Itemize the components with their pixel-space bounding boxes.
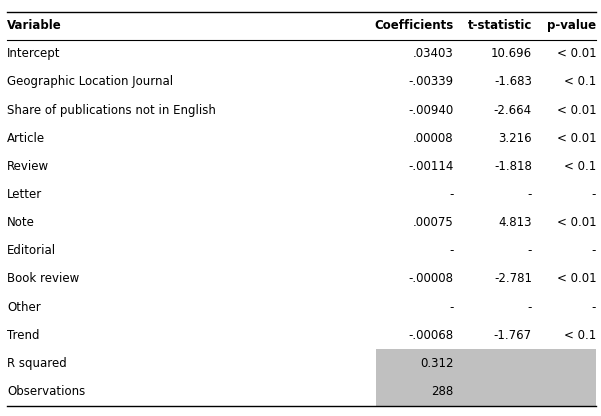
Text: -: -: [592, 188, 596, 201]
Text: -: -: [528, 301, 532, 314]
Text: Editorial: Editorial: [7, 244, 56, 258]
Text: -1.683: -1.683: [494, 75, 532, 89]
Text: -.00339: -.00339: [409, 75, 454, 89]
Text: Note: Note: [7, 216, 35, 229]
Text: -: -: [450, 188, 454, 201]
Text: -1.818: -1.818: [494, 160, 532, 173]
Text: < 0.01: < 0.01: [557, 104, 596, 116]
Text: -2.664: -2.664: [494, 104, 532, 116]
Text: Book review: Book review: [7, 272, 79, 285]
Text: -.00008: -.00008: [409, 272, 454, 285]
FancyBboxPatch shape: [376, 377, 596, 406]
Text: < 0.1: < 0.1: [564, 75, 596, 89]
Text: < 0.1: < 0.1: [564, 329, 596, 342]
Text: -.00114: -.00114: [409, 160, 454, 173]
Text: -: -: [450, 301, 454, 314]
Text: -: -: [528, 244, 532, 258]
Text: Variable: Variable: [7, 19, 62, 32]
Text: Geographic Location Journal: Geographic Location Journal: [7, 75, 173, 89]
Text: < 0.1: < 0.1: [564, 160, 596, 173]
Text: Letter: Letter: [7, 188, 43, 201]
Text: p-value: p-value: [547, 19, 596, 32]
Text: -: -: [592, 301, 596, 314]
Text: 3.216: 3.216: [498, 132, 532, 145]
Text: Other: Other: [7, 301, 41, 314]
Text: < 0.01: < 0.01: [557, 216, 596, 229]
Text: Intercept: Intercept: [7, 47, 61, 60]
Text: -: -: [592, 244, 596, 258]
Text: .03403: .03403: [413, 47, 454, 60]
Text: -.00940: -.00940: [409, 104, 454, 116]
Text: Review: Review: [7, 160, 49, 173]
Text: 4.813: 4.813: [498, 216, 532, 229]
Text: -1.767: -1.767: [494, 329, 532, 342]
Text: 10.696: 10.696: [491, 47, 532, 60]
Text: .00008: .00008: [413, 132, 454, 145]
Text: .00075: .00075: [413, 216, 454, 229]
Text: -.00068: -.00068: [409, 329, 454, 342]
FancyBboxPatch shape: [376, 349, 596, 377]
Text: Share of publications not in English: Share of publications not in English: [7, 104, 216, 116]
Text: 288: 288: [432, 385, 454, 398]
Text: -2.781: -2.781: [494, 272, 532, 285]
Text: Observations: Observations: [7, 385, 85, 398]
Text: < 0.01: < 0.01: [557, 132, 596, 145]
Text: Coefficients: Coefficients: [374, 19, 454, 32]
Text: t-statistic: t-statistic: [468, 19, 532, 32]
Text: < 0.01: < 0.01: [557, 272, 596, 285]
Text: < 0.01: < 0.01: [557, 47, 596, 60]
Text: Trend: Trend: [7, 329, 40, 342]
Text: 0.312: 0.312: [420, 357, 454, 370]
Text: Article: Article: [7, 132, 45, 145]
Text: R squared: R squared: [7, 357, 67, 370]
Text: -: -: [528, 188, 532, 201]
Text: -: -: [450, 244, 454, 258]
